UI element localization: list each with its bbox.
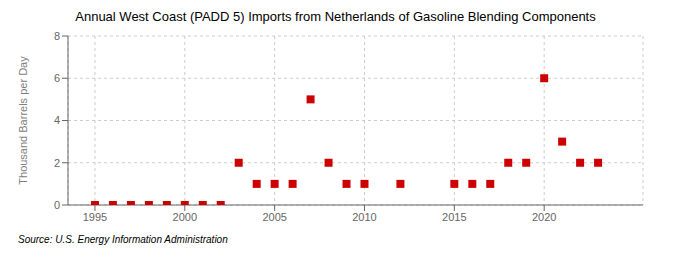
svg-text:2015: 2015 [442,211,466,223]
html-text:Annual West Coast (PADD 5) Imp: Annual West Coast (PADD 5) Imports from … [75,9,596,24]
html-text:Source: U.S. Energy Informatio: Source: U.S. Energy Information Administ… [18,234,228,245]
svg-text:0: 0 [54,199,60,211]
svg-text:2005: 2005 [262,211,286,223]
svg-text:4: 4 [54,114,60,126]
svg-text:2010: 2010 [352,211,376,223]
svg-text:2: 2 [54,157,60,169]
svg-text:2000: 2000 [173,211,197,223]
svg-text:6: 6 [54,72,60,84]
svg-text:1995: 1995 [83,211,107,223]
svg-text:8: 8 [54,30,60,42]
svg-text:2020: 2020 [532,211,556,223]
svg-text:Thousand Barrels per Day: Thousand Barrels per Day [17,56,29,185]
